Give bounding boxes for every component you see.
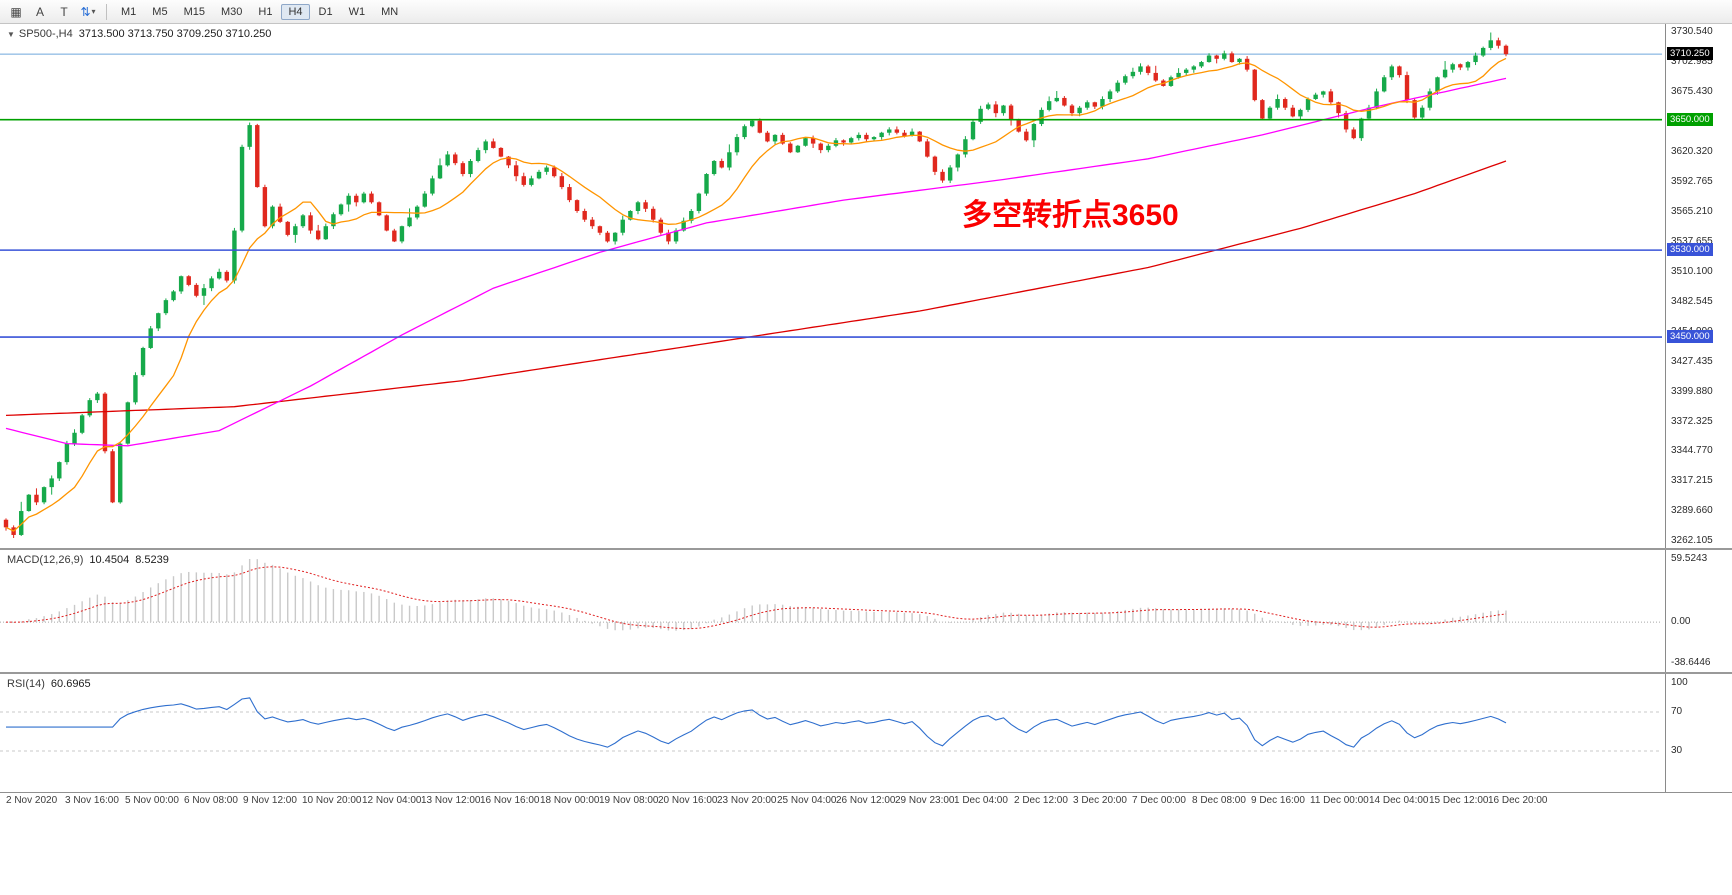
- time-axis-label: 20 Nov 16:00: [658, 795, 718, 806]
- timeframe-m30[interactable]: M30: [220, 5, 243, 18]
- bottom-whitespace: [0, 808, 1732, 894]
- macd-signal-value: 8.5239: [135, 554, 169, 566]
- time-axis-label: 19 Nov 08:00: [599, 795, 659, 806]
- price-axis-label: 3675.430: [1671, 86, 1713, 97]
- time-axis-label: 14 Dec 04:00: [1369, 795, 1429, 806]
- time-axis-label: 15 Dec 12:00: [1429, 795, 1489, 806]
- price-axis-label: 3482.545: [1671, 296, 1713, 307]
- symbols-grid-icon[interactable]: ▦: [5, 2, 27, 22]
- rsi-axis-label: 70: [1671, 706, 1683, 717]
- time-axis-label: 11 Dec 00:00: [1310, 795, 1369, 806]
- macd-main-value: 10.4504: [89, 554, 130, 566]
- swap-arrows-button[interactable]: ⇅ ▾: [77, 2, 99, 22]
- price-axis-label: 3592.765: [1671, 176, 1713, 187]
- toolbar-separator: [106, 3, 107, 20]
- price-axis-label: 3537.655: [1671, 236, 1713, 247]
- current-price-tag: 3710.250: [1667, 47, 1713, 60]
- macd-title: MACD(12,26,9) 10.4504 8.5239: [7, 554, 169, 566]
- main-chart-canvas[interactable]: [0, 24, 1666, 548]
- panel-splitter[interactable]: [0, 548, 1732, 550]
- time-axis-label: 29 Nov 23:00: [895, 795, 955, 806]
- time-axis-label: 16 Nov 16:00: [480, 795, 540, 806]
- cursor-tool-glyph: A: [35, 4, 44, 19]
- price-axis-label: 3317.215: [1671, 475, 1713, 486]
- timeframe-m5[interactable]: M5: [152, 5, 168, 18]
- macd-axis: 59.5243 0.00 -38.6446: [1665, 550, 1732, 672]
- main-chart-panel: ▼ SP500-,H4 3713.500 3713.750 3709.250 371…: [0, 24, 1732, 548]
- level-price-tag: 3650.000: [1667, 113, 1713, 126]
- timeframe-m15[interactable]: M15: [183, 5, 205, 18]
- time-axis-label: 7 Dec 00:00: [1132, 795, 1186, 806]
- time-axis-label: 18 Nov 00:00: [540, 795, 600, 806]
- text-tool-button[interactable]: T: [53, 2, 75, 22]
- symbol-name: SP500-,H4: [18, 28, 73, 40]
- time-axis-label: 8 Dec 08:00: [1192, 795, 1246, 806]
- macd-axis-label: 0.00: [1671, 616, 1691, 627]
- chart-annotation-text: 多空转折点3650: [962, 199, 1179, 232]
- time-axis-label: 25 Nov 04:00: [777, 795, 837, 806]
- macd-panel: MACD(12,26,9) 10.4504 8.5239 59.5243 0.00 -3…: [0, 550, 1732, 672]
- rsi-axis: 100 70 30: [1665, 674, 1732, 792]
- macd-axis-label: 59.5243: [1671, 553, 1708, 564]
- time-axis-label: 16 Dec 20:00: [1488, 795, 1548, 806]
- panel-splitter[interactable]: [0, 672, 1732, 674]
- price-axis-label: 3399.880: [1671, 386, 1713, 397]
- time-axis-label: 12 Nov 04:00: [362, 795, 422, 806]
- time-axis-label: 3 Nov 16:00: [65, 795, 119, 806]
- symbol-dropdown-icon[interactable]: ▼: [7, 30, 15, 39]
- time-axis-label: 23 Nov 20:00: [717, 795, 777, 806]
- time-axis-label: 9 Nov 12:00: [243, 795, 297, 806]
- timeframe-mn[interactable]: MN: [381, 5, 399, 18]
- rsi-axis-label: 100: [1671, 677, 1688, 688]
- ohlc-values: 3713.500 3713.750 3709.250 3710.250: [78, 28, 272, 40]
- timeframe-m1[interactable]: M1: [121, 5, 137, 18]
- level-price-tag: 3530.000: [1667, 243, 1713, 256]
- macd-axis-label: -38.6446: [1671, 657, 1711, 668]
- price-axis: 3730.5403702.9853675.4303647.8753620.320…: [1665, 24, 1732, 548]
- time-axis-label: 2 Nov 2020: [6, 795, 58, 806]
- price-axis-label: 3702.985: [1671, 56, 1713, 67]
- macd-canvas[interactable]: [0, 550, 1666, 672]
- timeframe-d1[interactable]: D1: [318, 5, 333, 18]
- time-axis-label: 1 Dec 04:00: [954, 795, 1008, 806]
- price-axis-label: 3372.325: [1671, 416, 1713, 427]
- macd-label: MACD(12,26,9): [7, 554, 84, 566]
- time-axis-label: 3 Dec 20:00: [1073, 795, 1127, 806]
- price-axis-label: 3510.100: [1671, 266, 1713, 277]
- time-axis-label: 2 Dec 12:00: [1014, 795, 1068, 806]
- time-axis-label: 9 Dec 16:00: [1251, 795, 1305, 806]
- symbols-grid-glyph: ▦: [10, 4, 22, 19]
- rsi-value: 60.6965: [50, 678, 91, 690]
- timeframe-buttons: M1 M5 M15 M30 H1 H4 D1 W1 MN: [113, 3, 406, 20]
- dropdown-caret-icon: ▾: [91, 7, 96, 16]
- timeframe-h1[interactable]: H1: [258, 5, 273, 18]
- time-axis-label: 10 Nov 20:00: [302, 795, 362, 806]
- timeframe-w1[interactable]: W1: [348, 5, 366, 18]
- timeframe-h4[interactable]: H4: [281, 3, 310, 20]
- rsi-canvas[interactable]: [0, 674, 1666, 792]
- rsi-panel: RSI(14) 60.6965 100 70 30: [0, 674, 1732, 792]
- text-tool-glyph: T: [60, 4, 68, 19]
- time-axis[interactable]: 2 Nov 2020 3 Nov 16:00 5 Nov 00:00 6 Nov 08…: [0, 792, 1732, 808]
- price-axis-label: 3344.770: [1671, 445, 1713, 456]
- level-price-tag: 3450.000: [1667, 330, 1713, 343]
- chart-title: ▼ SP500-,H4 3713.500 3713.750 3709.250 371…: [7, 28, 271, 40]
- cursor-tool-button[interactable]: A: [29, 2, 51, 22]
- time-axis-label: 26 Nov 12:00: [836, 795, 896, 806]
- rsi-label: RSI(14): [7, 678, 45, 690]
- swap-arrows-icon: ⇅: [80, 4, 91, 19]
- price-axis-label: 3730.540: [1671, 26, 1713, 37]
- rsi-title: RSI(14) 60.6965: [7, 678, 91, 690]
- price-axis-label: 3289.660: [1671, 505, 1713, 516]
- rsi-axis-label: 30: [1671, 745, 1683, 756]
- toolbar: ▦ A T ⇅ ▾ M1 M5 M15 M30 H1 H4 D1 W1 MN: [0, 0, 1732, 24]
- price-axis-label: 3620.320: [1671, 146, 1713, 157]
- time-axis-label: 6 Nov 08:00: [184, 795, 238, 806]
- price-axis-label: 3262.105: [1671, 535, 1713, 546]
- price-axis-label: 3427.435: [1671, 356, 1713, 367]
- time-axis-label: 13 Nov 12:00: [421, 795, 481, 806]
- time-axis-label: 5 Nov 00:00: [125, 795, 179, 806]
- price-axis-label: 3565.210: [1671, 206, 1713, 217]
